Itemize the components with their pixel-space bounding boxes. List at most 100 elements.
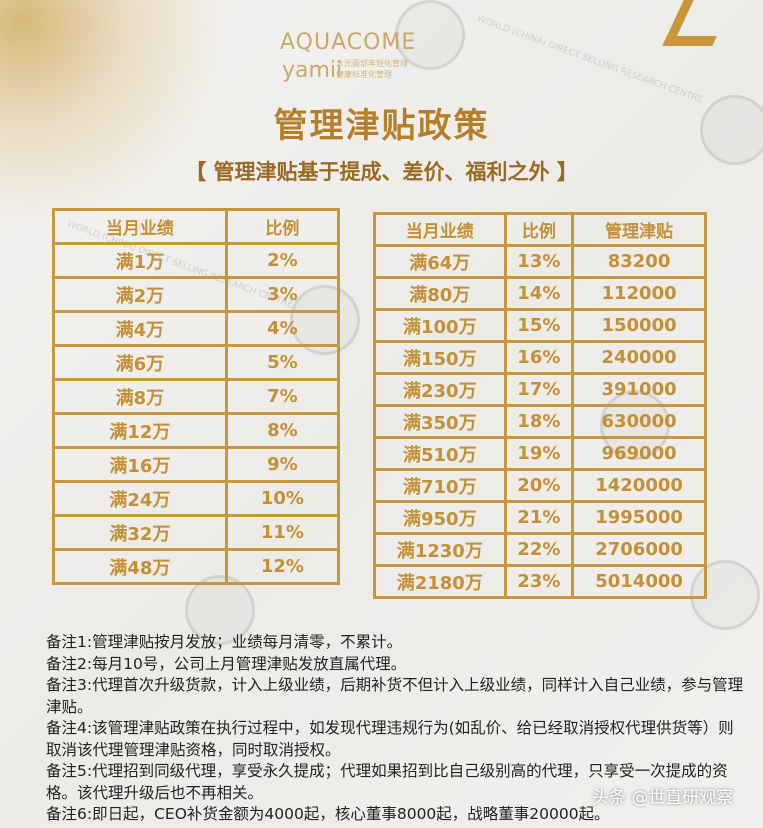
- page-subtitle: 【 管理津贴基于提成、差价、福利之外 】: [185, 160, 578, 184]
- table-cell: 18%: [503, 404, 575, 439]
- table-cell: 满150万: [373, 340, 507, 375]
- table-cell: 23%: [503, 564, 575, 599]
- table-cell: 22%: [503, 532, 575, 567]
- table-cell: 满12万: [52, 412, 228, 449]
- note-item: 备注6:即日起，CEO补货金额为4000起，核心董事8000起，战略董事2000…: [46, 805, 610, 823]
- table-cell: 满1万: [52, 242, 228, 279]
- table-cell: 17%: [503, 372, 575, 407]
- table-cell: 满80万: [373, 276, 507, 311]
- table-cell: 8%: [224, 412, 341, 449]
- note-item: 备注1:管理津贴按月发放；业绩每月清零，不累计。: [46, 633, 403, 651]
- table-row: 满6万 5%: [52, 344, 341, 381]
- table-row: 满64万 13% 83200: [373, 244, 707, 279]
- table-row: 满2180万 23% 5014000: [373, 564, 707, 599]
- table-cell: 11%: [224, 514, 341, 551]
- table-cell: 10%: [224, 480, 341, 517]
- table-cell: 满510万: [373, 436, 507, 471]
- table-row: 满350万 18% 630000: [373, 404, 707, 439]
- brand-sub-logo: yamii: [282, 58, 343, 83]
- table-row: 满1230万 22% 2706000: [373, 532, 707, 567]
- brand-logo: AQUACOME: [280, 30, 417, 55]
- table-cell: 满100万: [373, 308, 507, 343]
- column-header: 当月业绩: [373, 212, 507, 247]
- table-row: 满12万 8%: [52, 412, 341, 449]
- column-header: 比例: [503, 212, 575, 247]
- table-cell: 14%: [503, 276, 575, 311]
- table-cell: 5%: [224, 344, 341, 381]
- table-cell: 20%: [503, 468, 575, 503]
- table-row: 满150万 16% 240000: [373, 340, 707, 375]
- column-header: 比例: [224, 208, 341, 245]
- table-row: 满710万 20% 1420000: [373, 468, 707, 503]
- watermark-globe-icon: [700, 95, 763, 165]
- watermark-credit: 头条 @世直研观察: [592, 788, 734, 808]
- table-row: 满950万 21% 1995000: [373, 500, 707, 535]
- allowance-table-left: 当月业绩 比例 满1万 2% 满2万 3% 满4万 4% 满6万 5% 满8万 7% 满12万 8% 满…: [52, 208, 341, 585]
- table-cell: 满2万: [52, 276, 228, 313]
- table-cell: 3%: [224, 276, 341, 313]
- table-cell: 满8万: [52, 378, 228, 415]
- table-cell: 满710万: [373, 468, 507, 503]
- note-item: 备注5:代理招到同级代理，享受永久提成；代理如果招到比自己级别高的代理，只享受一…: [46, 762, 728, 802]
- column-header: 管理津贴: [571, 212, 707, 247]
- table-row: 满2万 3%: [52, 276, 341, 313]
- table-cell: 150000: [571, 308, 707, 343]
- note-item: 备注2:每月10号，公司上月管理津贴发放直属代理。: [46, 654, 407, 673]
- table-cell: 21%: [503, 500, 575, 535]
- table-cell: 112000: [571, 276, 707, 311]
- table-cell: 5014000: [571, 564, 707, 599]
- table-cell: 15%: [503, 308, 575, 343]
- table-cell: 16%: [503, 340, 575, 375]
- table-cell: 满32万: [52, 514, 228, 551]
- table-row: 满32万 11%: [52, 514, 341, 551]
- table-cell: 满2180万: [373, 564, 507, 599]
- page-title: 管理津贴政策: [273, 106, 490, 146]
- tagline-line: 水光面部年轻化管理: [336, 59, 408, 68]
- table-row: 满230万 17% 391000: [373, 372, 707, 407]
- table-cell: 9%: [224, 446, 341, 483]
- table-row: 满8万 7%: [52, 378, 341, 415]
- gold-ribbon-decoration: [662, 0, 734, 46]
- notes-section: 备注1:管理津贴按月发放；业绩每月清零，不累计。 备注2:每月10号，公司上月管理…: [46, 632, 746, 826]
- table-cell: 满230万: [373, 372, 507, 407]
- table-cell: 7%: [224, 378, 341, 415]
- table-row: 满16万 9%: [52, 446, 341, 483]
- table-cell: 13%: [503, 244, 575, 279]
- table-row: 满4万 4%: [52, 310, 341, 347]
- table-row: 满1万 2%: [52, 242, 341, 279]
- table-cell: 满16万: [52, 446, 228, 483]
- table-cell: 1420000: [571, 468, 707, 503]
- table-cell: 240000: [571, 340, 707, 375]
- table-cell: 满350万: [373, 404, 507, 439]
- table-row: 满24万 10%: [52, 480, 341, 517]
- table-cell: 630000: [571, 404, 707, 439]
- table-row: 满100万 15% 150000: [373, 308, 707, 343]
- table-cell: 12%: [224, 548, 341, 585]
- table-cell: 391000: [571, 372, 707, 407]
- watermark-globe-icon: [395, 0, 465, 70]
- table-cell: 满6万: [52, 344, 228, 381]
- table-cell: 满950万: [373, 500, 507, 535]
- brand-tagline: 水光面部年轻化管理 健康标准化管理: [336, 58, 408, 80]
- table-cell: 83200: [571, 244, 707, 279]
- table-row: 满510万 19% 969000: [373, 436, 707, 471]
- table-row: 满48万 12%: [52, 548, 341, 585]
- table-cell: 2%: [224, 242, 341, 279]
- table-cell: 满24万: [52, 480, 228, 517]
- table-cell: 969000: [571, 436, 707, 471]
- gold-glitter-decoration: [0, 0, 230, 230]
- column-header: 当月业绩: [52, 208, 228, 245]
- table-cell: 满1230万: [373, 532, 507, 567]
- table-cell: 4%: [224, 310, 341, 347]
- note-item: 备注3:代理首次升级货款，计入上级业绩，后期补货不但计入上级业绩，同样计入自己业…: [46, 676, 744, 716]
- note-item: 备注4:该管理津贴政策在执行过程中，如发现代理违规行为(如乱价、给已经取消授权代…: [46, 719, 734, 759]
- allowance-table-right: 当月业绩 比例 管理津贴 满64万 13% 83200 满80万 14% 112000 满1…: [373, 212, 707, 599]
- table-cell: 满48万: [52, 548, 228, 585]
- tagline-line: 健康标准化管理: [336, 70, 392, 79]
- table-cell: 19%: [503, 436, 575, 471]
- table-cell: 满4万: [52, 310, 228, 347]
- table-cell: 2706000: [571, 532, 707, 567]
- table-cell: 1995000: [571, 500, 707, 535]
- table-cell: 满64万: [373, 244, 507, 279]
